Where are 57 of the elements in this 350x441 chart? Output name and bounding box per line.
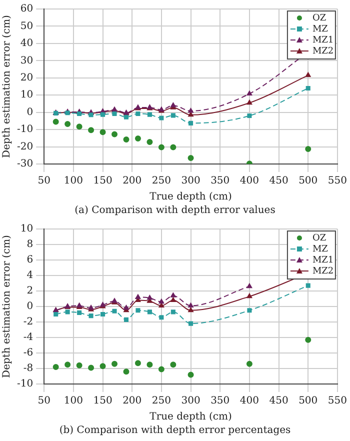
x-tick-label: 50 (38, 176, 50, 187)
legend-label: MZ2 (312, 46, 334, 56)
x-tick-label: 500 (298, 176, 318, 187)
x-tick-label: 150 (93, 396, 112, 407)
legend-label: MZ1 (312, 255, 334, 266)
x-tick-label: 350 (210, 176, 230, 187)
x-tick-label: 400 (240, 176, 259, 187)
y-axis-title: Depth estimation error (cm) (2, 14, 13, 158)
x-axis-title: True depth (cm) (150, 412, 232, 423)
y-tick-label: 50 (20, 20, 34, 32)
y-tick-label: 60 (20, 4, 34, 15)
y-tick-label: -8 (23, 363, 34, 374)
x-tick-label: 300 (181, 396, 200, 407)
y-tick-label: 0 (26, 301, 34, 312)
y-tick-label: 0 (26, 106, 34, 118)
x-tick-label: 250 (152, 176, 171, 187)
legend-label: MZ (312, 24, 328, 34)
x-tick-label: 450 (269, 176, 288, 187)
x-tick-label: 200 (122, 396, 142, 407)
legend-label: MZ1 (312, 35, 334, 46)
y-tick-label: 20 (20, 72, 34, 84)
x-tick-label: 500 (298, 396, 318, 407)
legend-label: MZ (312, 244, 328, 254)
text: (a) Comparison with depth error values (74, 204, 276, 218)
x-tick-label: 250 (152, 396, 171, 407)
x-tick-label: 50 (38, 396, 50, 407)
x-tick-label: 300 (181, 176, 200, 187)
x-tick-label: 450 (269, 396, 288, 407)
x-tick-label: 200 (122, 176, 142, 187)
y-tick-label: 40 (20, 38, 34, 50)
legend-label: MZ2 (312, 266, 334, 276)
y-tick-label: -2 (23, 316, 34, 328)
x-tick-label: 350 (210, 396, 230, 407)
x-axis-title: True depth (cm) (150, 192, 232, 203)
y-tick-label: 10 (20, 224, 34, 235)
legend-label: OZ (312, 233, 326, 244)
y-tick-label: 6 (26, 254, 34, 266)
y-tick-label: -10 (16, 378, 34, 390)
x-tick-label: 400 (240, 396, 259, 407)
y-tick-label: -4 (23, 332, 34, 344)
y-tick-label: -20 (16, 141, 34, 152)
y-tick-label: -30 (16, 158, 34, 170)
y-tick-label: 30 (20, 55, 34, 66)
x-tick-label: 550 (328, 176, 348, 187)
y-tick-label: 8 (26, 239, 34, 250)
x-tick-label: 550 (328, 396, 348, 407)
text: (b) Comparison with depth error percentages (58, 424, 292, 438)
y-tick-label: 10 (20, 90, 34, 101)
y-tick-label: 2 (26, 286, 34, 297)
x-tick-label: 150 (93, 176, 112, 187)
x-tick-label: 100 (64, 396, 83, 407)
y-axis-title: Depth estimation error (cm) (2, 234, 13, 378)
x-tick-label: 100 (64, 176, 83, 187)
y-tick-label: -6 (23, 348, 34, 359)
y-tick-label: 4 (26, 270, 34, 282)
y-tick-label: -10 (16, 124, 34, 136)
legend-label: OZ (312, 13, 326, 24)
